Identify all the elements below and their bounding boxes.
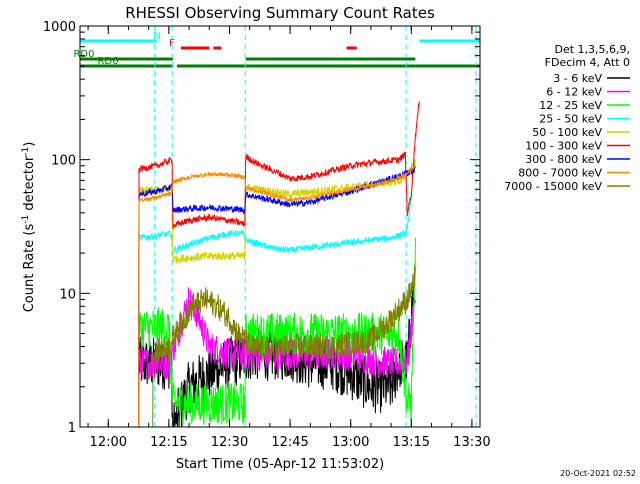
x-tick-label: 13:00 [332,435,369,450]
flag-label-n: N [153,31,160,42]
y-axis: 1 10 100 1000 [43,20,480,436]
x-tick-label: 12:30 [211,435,248,450]
x-tick-label: 12:45 [271,435,308,450]
y-axis-label: Count Rate (s-1 detector-1) [21,142,37,313]
y-label-part-2: detector [22,155,37,215]
chart-title: RHESSI Observing Summary Count Rates [125,4,435,22]
legend-header-line-2: FDecim 4, Att 0 [545,56,630,69]
y-label-part-3: ) [22,142,37,147]
flag-label-f: F [169,38,175,49]
y-tick-label: 100 [51,154,76,169]
series-line-1 [138,284,414,428]
legend-label: 25 - 50 keV [539,113,602,126]
x-axis: 12:00 12:15 12:30 12:45 13:00 13:15 13:30 [87,26,491,450]
y-tick-label: 10 [59,287,76,302]
y-label-sup-2: -1 [21,147,31,156]
legend-label: 6 - 12 keV [546,86,602,99]
x-axis-label: Start Time (05-Apr-12 11:53:02) [176,457,384,472]
x-tick-label: 13:30 [453,435,490,450]
series-layer [138,101,420,428]
series-line-8 [138,163,416,428]
flag-label-rd0: RD0 [73,49,94,60]
series-line-7 [138,165,416,428]
timestamp: 20-Oct-2021 02:52 [560,469,636,478]
legend-label: 7000 - 15000 keV [504,180,602,193]
plot-frame [79,25,481,428]
series-line-9 [152,266,416,428]
legend-label: 800 - 7000 keV [518,167,602,180]
y-tick-label: 1000 [43,20,76,35]
series-line-6 [138,101,420,428]
y-tick-label: 1 [68,421,76,436]
legend-header-line-1: Det 1,3,5,6,9, [554,43,630,56]
x-tick-label: 12:15 [150,435,187,450]
legend: Det 1,3,5,6,9, FDecim 4, Att 0 3 - 6 keV… [504,43,630,193]
legend-label: 50 - 100 keV [532,126,602,139]
legend-label: 300 - 800 keV [525,153,602,166]
series-line-4 [138,161,416,428]
legend-label: 3 - 6 keV [553,72,602,85]
legend-label: 12 - 25 keV [539,99,602,112]
y-label-sup-1: -1 [21,215,31,224]
x-tick-label: 12:00 [90,435,127,450]
flag-label-rd6: RD6 [97,56,118,67]
x-tick-label: 13:15 [393,435,430,450]
y-label-part-1: Count Rate (s [22,224,37,313]
legend-label: 100 - 300 keV [525,140,602,153]
